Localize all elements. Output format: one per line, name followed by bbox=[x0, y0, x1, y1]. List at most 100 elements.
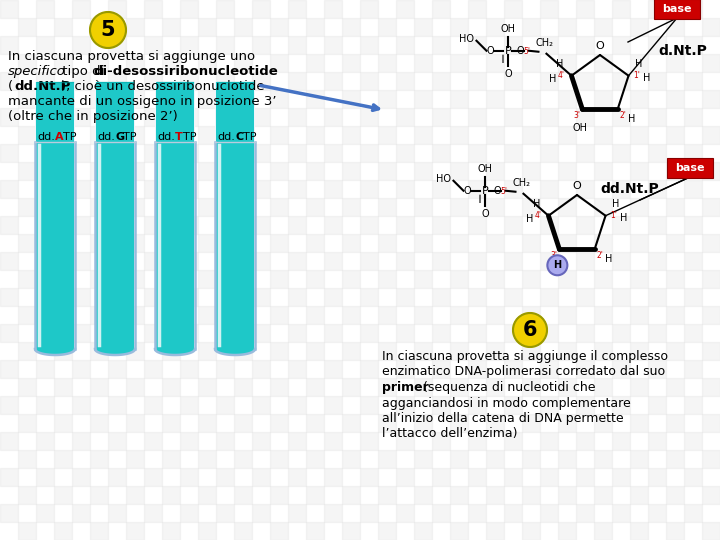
Bar bbox=[522, 270, 540, 288]
Bar bbox=[558, 126, 576, 144]
Bar bbox=[558, 414, 576, 432]
Bar bbox=[360, 288, 378, 306]
Bar bbox=[198, 522, 216, 540]
Bar bbox=[324, 36, 342, 54]
Bar bbox=[684, 72, 702, 90]
Bar bbox=[198, 90, 216, 108]
Bar bbox=[180, 468, 198, 486]
Bar bbox=[198, 54, 216, 72]
Bar bbox=[144, 252, 162, 270]
Bar bbox=[108, 360, 126, 378]
Bar bbox=[216, 432, 234, 450]
Bar bbox=[198, 198, 216, 216]
Bar bbox=[18, 522, 36, 540]
Bar bbox=[306, 198, 324, 216]
Bar bbox=[18, 342, 36, 360]
Bar bbox=[36, 0, 54, 18]
Bar bbox=[72, 0, 90, 18]
Text: primer: primer bbox=[382, 381, 428, 394]
Bar bbox=[630, 342, 648, 360]
Bar bbox=[648, 288, 666, 306]
Bar bbox=[612, 396, 630, 414]
Bar bbox=[216, 252, 234, 270]
Bar bbox=[666, 486, 684, 504]
Bar bbox=[342, 378, 360, 396]
Bar bbox=[504, 36, 522, 54]
Bar bbox=[486, 198, 504, 216]
Bar bbox=[486, 234, 504, 252]
Bar bbox=[450, 522, 468, 540]
Bar bbox=[252, 180, 270, 198]
Bar bbox=[378, 162, 396, 180]
Bar bbox=[270, 18, 288, 36]
Bar bbox=[180, 324, 198, 342]
Text: H: H bbox=[612, 199, 619, 209]
Bar bbox=[612, 144, 630, 162]
Bar bbox=[702, 450, 720, 468]
Bar bbox=[180, 180, 198, 198]
Bar bbox=[234, 450, 252, 468]
Bar bbox=[270, 306, 288, 324]
Bar bbox=[576, 396, 594, 414]
Bar bbox=[432, 0, 450, 18]
Bar bbox=[144, 324, 162, 342]
Bar bbox=[216, 396, 234, 414]
Bar bbox=[18, 126, 36, 144]
Bar bbox=[522, 450, 540, 468]
Bar bbox=[144, 36, 162, 54]
Bar bbox=[96, 83, 134, 349]
Bar bbox=[36, 324, 54, 342]
Bar bbox=[162, 18, 180, 36]
Bar bbox=[540, 504, 558, 522]
Bar bbox=[648, 252, 666, 270]
Text: 2': 2' bbox=[619, 111, 626, 120]
Text: OH: OH bbox=[478, 164, 493, 174]
Text: H: H bbox=[553, 260, 562, 271]
Bar bbox=[540, 360, 558, 378]
Bar bbox=[702, 414, 720, 432]
Bar bbox=[684, 252, 702, 270]
Bar bbox=[594, 414, 612, 432]
Bar bbox=[180, 36, 198, 54]
Text: TP: TP bbox=[123, 132, 137, 142]
Bar bbox=[126, 450, 144, 468]
Bar bbox=[0, 396, 18, 414]
Bar bbox=[558, 162, 576, 180]
Bar bbox=[594, 18, 612, 36]
Bar bbox=[90, 450, 108, 468]
Bar bbox=[54, 450, 72, 468]
Bar bbox=[432, 108, 450, 126]
Bar bbox=[162, 342, 180, 360]
Bar bbox=[180, 252, 198, 270]
Bar bbox=[162, 54, 180, 72]
Text: specifico: specifico bbox=[8, 65, 66, 78]
Bar bbox=[36, 180, 54, 198]
Bar bbox=[378, 54, 396, 72]
Bar bbox=[684, 324, 702, 342]
Bar bbox=[414, 90, 432, 108]
Bar bbox=[0, 216, 18, 234]
Bar bbox=[558, 234, 576, 252]
Bar bbox=[342, 522, 360, 540]
Bar bbox=[126, 126, 144, 144]
Bar bbox=[306, 54, 324, 72]
Bar bbox=[162, 486, 180, 504]
Bar bbox=[306, 306, 324, 324]
Text: 5': 5' bbox=[500, 187, 508, 196]
Bar bbox=[180, 288, 198, 306]
Text: TP: TP bbox=[183, 132, 197, 142]
Bar bbox=[540, 324, 558, 342]
Bar bbox=[324, 72, 342, 90]
Bar bbox=[18, 18, 36, 36]
Bar bbox=[414, 522, 432, 540]
Bar bbox=[360, 72, 378, 90]
Bar bbox=[504, 144, 522, 162]
Bar bbox=[234, 54, 252, 72]
Bar bbox=[54, 234, 72, 252]
Bar bbox=[666, 414, 684, 432]
Bar bbox=[306, 126, 324, 144]
Bar bbox=[72, 432, 90, 450]
Text: 4': 4' bbox=[558, 71, 565, 80]
Bar bbox=[108, 108, 126, 126]
Bar bbox=[324, 504, 342, 522]
